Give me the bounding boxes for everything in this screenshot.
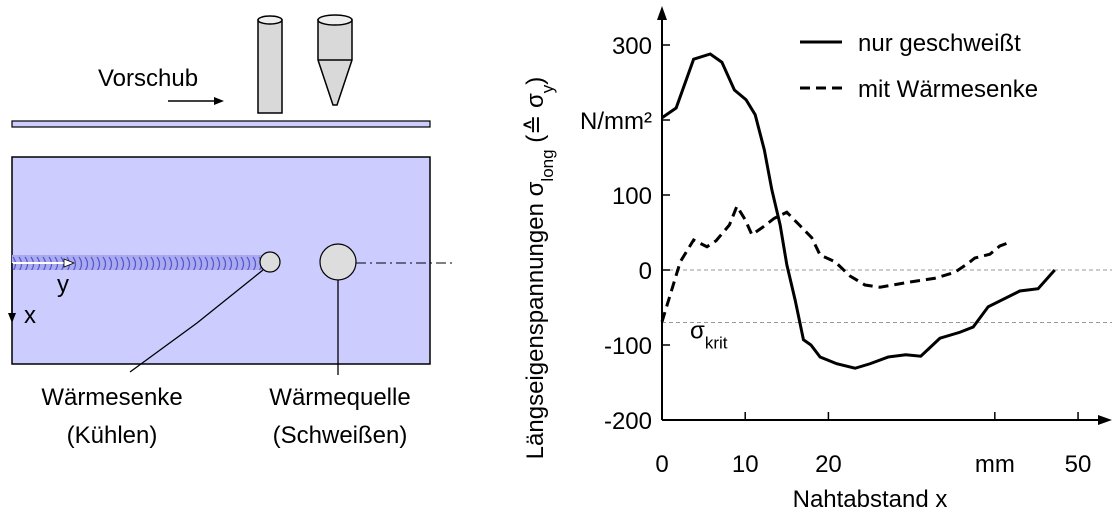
x-tick-label: 50: [1065, 451, 1092, 478]
x-axis-label: x: [24, 302, 36, 329]
reference-label-sub: krit: [705, 333, 728, 352]
x-tick-label: 0: [655, 451, 668, 478]
plate-side: [11, 120, 431, 128]
x-tick-label: mm: [975, 451, 1015, 478]
series-line: [661, 52, 1056, 370]
y-title-part: (≙ σ: [522, 93, 549, 149]
y-arrow-head: [63, 258, 76, 268]
y-tick-label: -200: [604, 408, 652, 435]
x-tick-label: 10: [732, 451, 759, 478]
y-axis-title: Längseigenspannungen σlong (≙ σy): [522, 77, 557, 460]
heat-sink: [259, 251, 281, 273]
reference-label-main: σ: [690, 318, 705, 345]
nozzle: [317, 19, 353, 106]
y-title-sub: long: [538, 149, 557, 181]
electrode: [257, 19, 283, 114]
x-axis-arrow: [1098, 415, 1112, 425]
y-tick-label: N/mm²: [580, 108, 652, 135]
x-tick-label: 20: [815, 451, 842, 478]
y-tick-label: -100: [604, 333, 652, 360]
source-label: Wärmequelle: [269, 384, 410, 411]
y-title-sub: y: [538, 84, 557, 93]
weld-seam: [12, 255, 268, 270]
nozzle-top: [317, 14, 353, 26]
feed-label: Vorschub: [98, 65, 198, 92]
sink-leader: [129, 269, 264, 373]
y-axis-label: y: [57, 271, 69, 298]
y-title-part: Längseigenspannungen σ: [522, 181, 549, 459]
legend-label: nur geschweißt: [858, 30, 1021, 57]
sink-note: (Kühlen): [67, 422, 158, 449]
legend-label: mit Wärmesenke: [858, 76, 1038, 103]
y-tick-label: 300: [612, 33, 652, 60]
diagram: Vorschub y x Wärmesenke (Kühlen) Wärmequ…: [8, 14, 452, 449]
heat-source: [319, 243, 357, 281]
feed-arrow-head: [214, 97, 224, 105]
y-tick-label: 100: [612, 183, 652, 210]
source-note: (Schweißen): [273, 422, 408, 449]
electrode-top: [257, 15, 283, 25]
reference-label: σkrit: [690, 318, 728, 353]
sink-label: Wärmesenke: [41, 384, 182, 411]
y-axis-arrow: [657, 6, 667, 20]
y-title-part: ): [522, 77, 549, 85]
x-axis-title: Nahtabstand x: [793, 486, 948, 513]
y-tick-label: 0: [639, 258, 652, 285]
series-line: [660, 202, 1011, 323]
x-arrow-head: [8, 313, 16, 323]
